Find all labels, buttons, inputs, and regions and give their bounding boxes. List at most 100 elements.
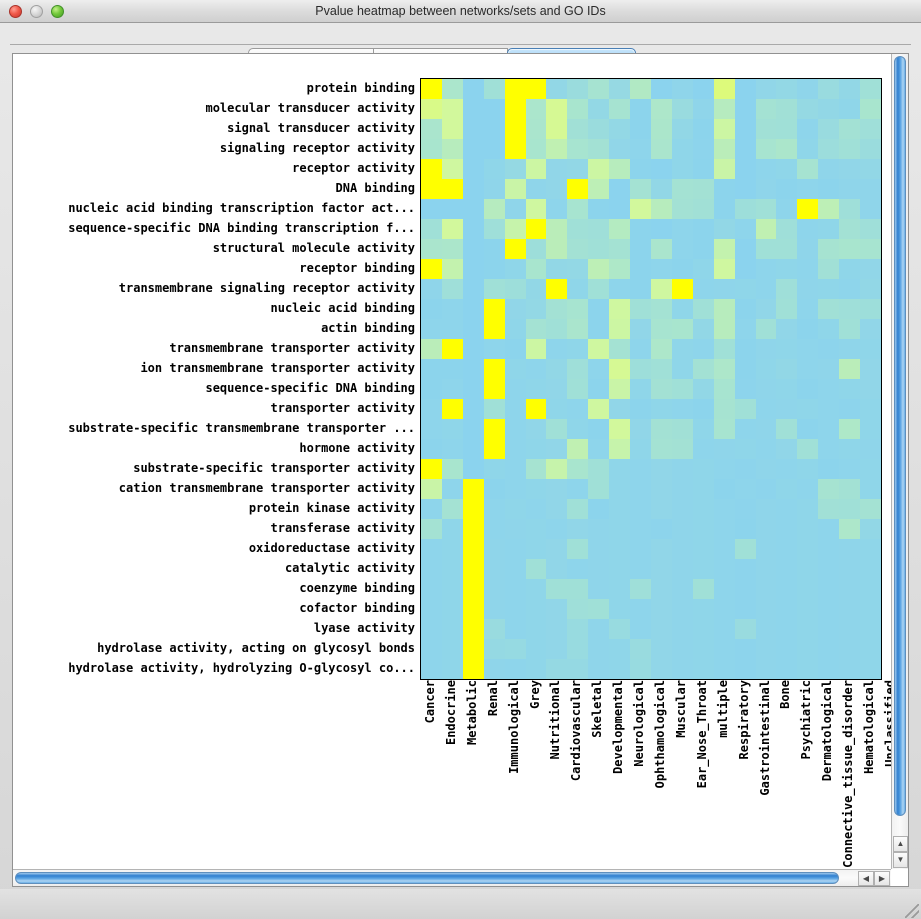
- heatmap-cell[interactable]: [818, 139, 840, 159]
- heatmap-cell[interactable]: [650, 239, 672, 259]
- heatmap-cell[interactable]: [504, 539, 526, 559]
- heatmap-cell[interactable]: [818, 159, 840, 179]
- heatmap-cell[interactable]: [797, 399, 819, 419]
- heatmap-cell[interactable]: [483, 219, 505, 239]
- heatmap-cell[interactable]: [609, 519, 631, 539]
- heatmap-cell[interactable]: [839, 99, 861, 119]
- heatmap-cell[interactable]: [860, 119, 881, 139]
- heatmap-cell[interactable]: [671, 539, 693, 559]
- heatmap-cell[interactable]: [567, 379, 589, 399]
- heatmap-cell[interactable]: [483, 259, 505, 279]
- heatmap-cell[interactable]: [713, 199, 735, 219]
- heatmap-cell[interactable]: [567, 479, 589, 499]
- heatmap-cell[interactable]: [630, 279, 651, 299]
- heatmap-cell[interactable]: [671, 659, 693, 679]
- heatmap-cell[interactable]: [860, 239, 881, 259]
- heatmap-cell[interactable]: [546, 439, 568, 459]
- heatmap-cell[interactable]: [713, 579, 735, 599]
- heatmap-cell[interactable]: [713, 139, 735, 159]
- heatmap-cell[interactable]: [839, 479, 861, 499]
- heatmap-cell[interactable]: [713, 619, 735, 639]
- heatmap-cell[interactable]: [671, 499, 693, 519]
- heatmap-cell[interactable]: [609, 599, 631, 619]
- heatmap-cell[interactable]: [671, 399, 693, 419]
- heatmap-cell[interactable]: [525, 419, 547, 439]
- heatmap-cell[interactable]: [504, 479, 526, 499]
- heatmap-cell[interactable]: [483, 299, 505, 319]
- heatmap-cell[interactable]: [671, 299, 693, 319]
- heatmap-cell[interactable]: [483, 519, 505, 539]
- heatmap-cell[interactable]: [713, 539, 735, 559]
- heatmap-cell[interactable]: [860, 439, 881, 459]
- heatmap-cell[interactable]: [504, 599, 526, 619]
- heatmap-cell[interactable]: [692, 579, 714, 599]
- heatmap-cell[interactable]: [421, 359, 442, 379]
- heatmap-cell[interactable]: [734, 519, 756, 539]
- heatmap-cell[interactable]: [734, 639, 756, 659]
- heatmap-cell[interactable]: [421, 319, 442, 339]
- heatmap-cell[interactable]: [483, 659, 505, 679]
- heatmap-cell[interactable]: [630, 659, 651, 679]
- heatmap-cell[interactable]: [525, 99, 547, 119]
- heatmap-cell[interactable]: [567, 579, 589, 599]
- heatmap-cell[interactable]: [441, 659, 463, 679]
- heatmap-cell[interactable]: [546, 119, 568, 139]
- heatmap-cell[interactable]: [483, 619, 505, 639]
- heatmap-cell[interactable]: [546, 519, 568, 539]
- scroll-up-arrow-icon[interactable]: ▲: [893, 836, 908, 852]
- heatmap-cell[interactable]: [755, 659, 777, 679]
- heatmap-cell[interactable]: [546, 399, 568, 419]
- heatmap-cell[interactable]: [567, 319, 589, 339]
- heatmap-cell[interactable]: [567, 299, 589, 319]
- heatmap-cell[interactable]: [776, 99, 798, 119]
- heatmap-cell[interactable]: [421, 199, 442, 219]
- heatmap-cell[interactable]: [441, 179, 463, 199]
- heatmap-cell[interactable]: [860, 299, 881, 319]
- heatmap-cell[interactable]: [797, 319, 819, 339]
- heatmap-cell[interactable]: [776, 659, 798, 679]
- heatmap-cell[interactable]: [755, 99, 777, 119]
- heatmap-cell[interactable]: [797, 239, 819, 259]
- heatmap-cell[interactable]: [525, 279, 547, 299]
- heatmap-cell[interactable]: [818, 319, 840, 339]
- heatmap-cell[interactable]: [567, 519, 589, 539]
- heatmap-cell[interactable]: [797, 579, 819, 599]
- heatmap-cell[interactable]: [650, 479, 672, 499]
- heatmap-cell[interactable]: [713, 359, 735, 379]
- heatmap-cell[interactable]: [650, 99, 672, 119]
- heatmap-cell[interactable]: [818, 259, 840, 279]
- heatmap-cell[interactable]: [734, 579, 756, 599]
- heatmap-cell[interactable]: [609, 239, 631, 259]
- heatmap-cell[interactable]: [525, 539, 547, 559]
- heatmap-cell[interactable]: [650, 599, 672, 619]
- heatmap-cell[interactable]: [609, 439, 631, 459]
- heatmap-cell[interactable]: [483, 159, 505, 179]
- heatmap-cell[interactable]: [755, 339, 777, 359]
- heatmap-cell[interactable]: [776, 419, 798, 439]
- heatmap-cell[interactable]: [860, 319, 881, 339]
- heatmap-cell[interactable]: [755, 539, 777, 559]
- heatmap-cell[interactable]: [588, 279, 610, 299]
- heatmap-cell[interactable]: [462, 139, 484, 159]
- heatmap-cell[interactable]: [671, 199, 693, 219]
- heatmap-cell[interactable]: [755, 499, 777, 519]
- heatmap-cell[interactable]: [860, 639, 881, 659]
- heatmap-cell[interactable]: [504, 559, 526, 579]
- heatmap-cell[interactable]: [839, 219, 861, 239]
- heatmap-cell[interactable]: [776, 159, 798, 179]
- heatmap-cell[interactable]: [462, 99, 484, 119]
- heatmap-cell[interactable]: [609, 539, 631, 559]
- heatmap-cell[interactable]: [650, 199, 672, 219]
- heatmap-cell[interactable]: [504, 459, 526, 479]
- heatmap-cell[interactable]: [588, 259, 610, 279]
- heatmap-cell[interactable]: [818, 219, 840, 239]
- heatmap-cell[interactable]: [671, 359, 693, 379]
- heatmap-cell[interactable]: [776, 219, 798, 239]
- heatmap-cell[interactable]: [713, 639, 735, 659]
- heatmap-cell[interactable]: [713, 279, 735, 299]
- heatmap-cell[interactable]: [839, 339, 861, 359]
- heatmap-cell[interactable]: [588, 319, 610, 339]
- heatmap-cell[interactable]: [692, 259, 714, 279]
- heatmap-cell[interactable]: [546, 619, 568, 639]
- heatmap-cell[interactable]: [860, 99, 881, 119]
